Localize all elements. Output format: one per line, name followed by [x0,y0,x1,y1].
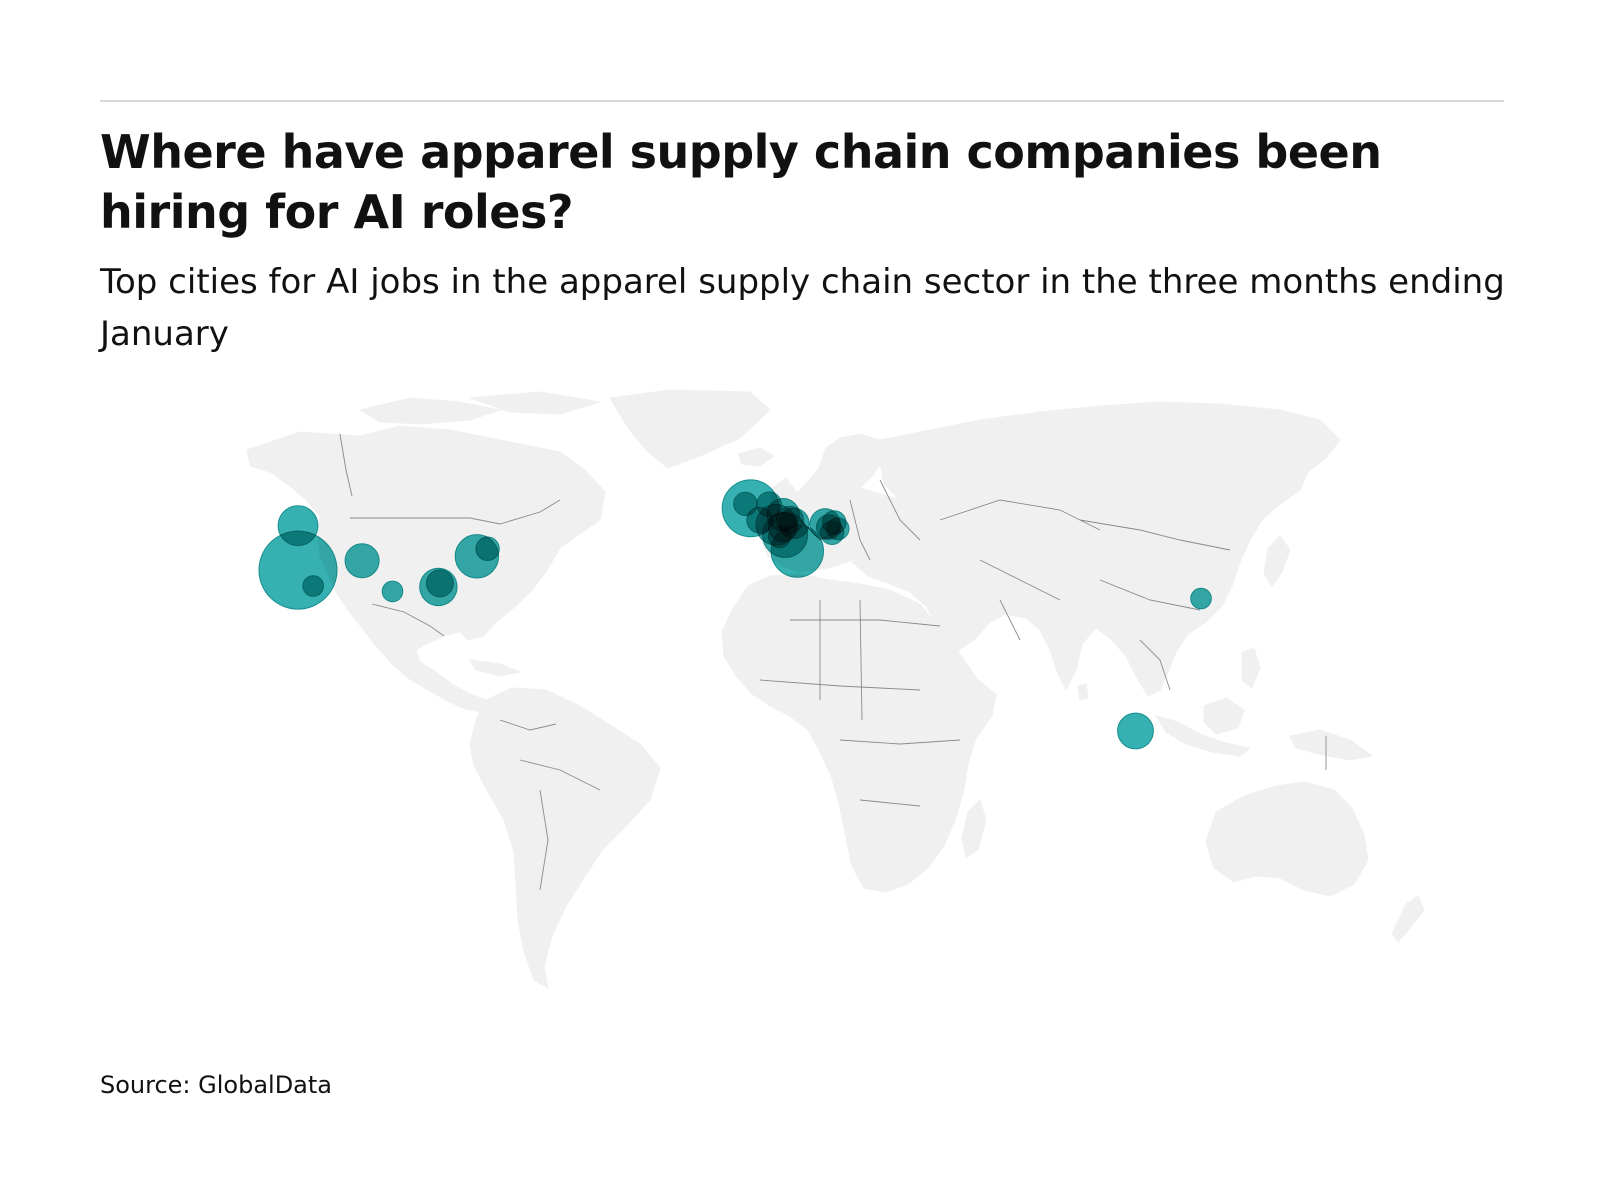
landmass-madagascar [961,799,987,859]
border-asia-6 [999,599,1021,641]
border-south-america-2 [539,789,549,891]
border-layer [339,433,1327,891]
landmass-borneo [1203,697,1245,735]
landmass-japan [1263,535,1291,587]
landmass-philippines [1241,647,1261,689]
city-bubble [756,491,782,518]
landmass-asia [851,401,1341,697]
landmass-south-america [469,687,661,989]
border-europe-2 [849,499,871,561]
border-us-mexico [371,603,445,637]
landmass-arctic-islands-2 [469,391,601,415]
border-us-canada [350,499,561,525]
land-layer [246,389,1425,989]
landmass-new-guinea [1289,729,1374,761]
chart-title: Where have apparel supply chain companie… [100,125,1382,239]
landmass-caribbean [469,659,522,677]
city-bubble [768,525,791,549]
city-bubble [1190,587,1212,610]
landmass-new-zealand [1391,895,1425,943]
landmass-greenland [609,389,771,469]
border-africa-3 [859,599,863,721]
border-asia-2 [979,559,1061,601]
border-africa-4 [759,679,921,691]
border-asia-5 [1139,639,1171,691]
border-asia-4 [1099,579,1201,611]
landmass-australia [1205,781,1369,897]
city-bubble [302,575,325,597]
landmass-africa [721,573,997,893]
border-south-america-3 [499,719,557,731]
border-south-america-1 [519,759,601,791]
city-bubble [826,517,850,541]
landmass-sri-lanka [1077,683,1089,701]
border-europe-3 [879,479,921,541]
city-bubble [381,580,404,603]
chart-subtitle: Top cities for AI jobs in the apparel su… [100,262,1505,354]
city-bubble [344,543,380,579]
landmass-indonesia [1154,715,1252,757]
city-bubble [475,536,500,561]
landmass-arctic-islands [358,397,502,425]
landmass-iceland [737,447,775,467]
city-bubble [425,569,454,598]
city-bubble [733,491,758,517]
border-africa-6 [859,799,921,807]
border-asia-3 [1079,519,1231,551]
border-alaska [339,433,353,497]
bubble-layer [258,479,1212,750]
border-africa-5 [839,739,961,745]
city-bubble [277,505,319,547]
source-note: Source: GlobalData [100,1071,333,1099]
city-bubble [1117,712,1154,750]
top-divider [100,100,1504,102]
